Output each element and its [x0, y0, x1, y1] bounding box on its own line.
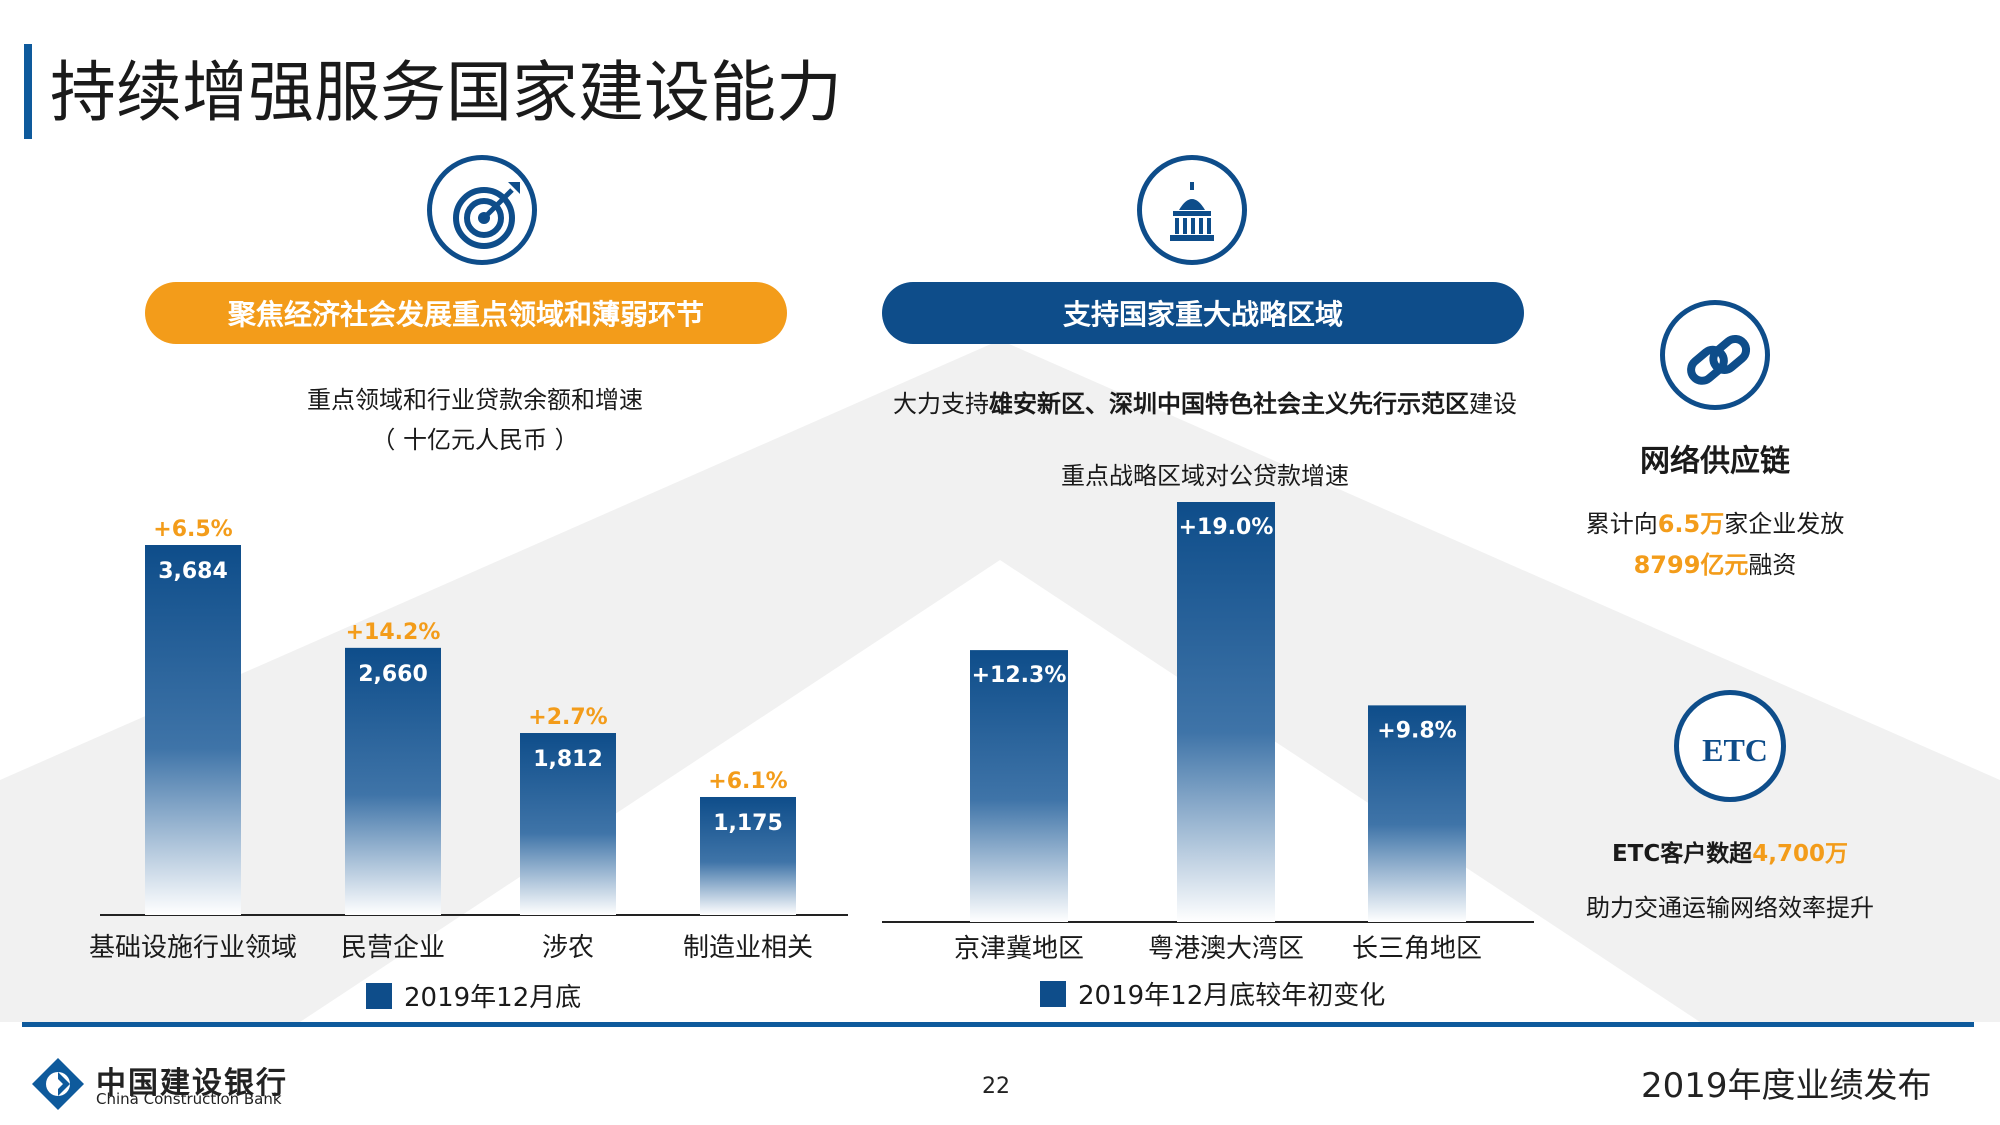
bar — [700, 796, 796, 915]
middle-chart-title: 重点战略区域对公贷款增速 — [1061, 462, 1349, 490]
growth-label: +6.1% — [708, 769, 787, 794]
left-chart-unit: （ 十亿元人民币 ） — [371, 426, 579, 454]
bar — [345, 647, 441, 915]
left-legend-label: 2019年12月底 — [404, 983, 582, 1013]
bar-value-label: 1,175 — [713, 811, 783, 836]
middle-legend: 2019年12月底较年初变化 — [1040, 975, 1385, 1012]
page-title: 持续增强服务国家建设能力 — [50, 54, 842, 131]
category-label: 基础设施行业领域 — [89, 933, 297, 963]
svg-text:ETC: ETC — [1702, 732, 1768, 768]
supply-chain-line1: 累计向6.5万家企业发放 — [1585, 510, 1845, 538]
category-label: 长三角地区 — [1352, 934, 1482, 964]
growth-label: +14.2% — [346, 620, 441, 645]
etc-efficiency-text: 助力交通运输网络效率提升 — [1586, 894, 1874, 922]
bar-value-label: 2,660 — [358, 662, 428, 687]
legend-swatch — [366, 982, 392, 1009]
category-label: 民营企业 — [341, 933, 445, 963]
title-accent-bar — [24, 44, 32, 139]
target-icon — [427, 155, 537, 265]
middle-support-text: 大力支持雄安新区、深圳中国特色社会主义先行示范区建设 — [893, 390, 1517, 418]
page-number: 22 — [982, 1074, 1010, 1099]
growth-label: +2.7% — [528, 705, 607, 730]
bar-value-label: +12.3% — [972, 663, 1067, 688]
legend-swatch — [1040, 980, 1066, 1007]
footer-report-title: 2019年度业绩发布 — [1641, 1066, 1932, 1106]
supply-chain-heading: 网络供应链 — [1640, 444, 1790, 479]
logo-chinese-name: 中国建设银行 — [96, 1066, 288, 1101]
middle-pill-heading: 支持国家重大战略区域 — [882, 282, 1524, 344]
bar-value-label: +9.8% — [1377, 718, 1456, 743]
left-chart-subtitle: 重点领域和行业贷款余额和增速 — [307, 386, 643, 414]
left-pill-heading: 聚焦经济社会发展重点领域和薄弱环节 — [145, 282, 787, 344]
bar — [520, 733, 616, 915]
capitol-building-icon — [1137, 155, 1247, 265]
bar — [1368, 705, 1466, 922]
etc-customers-text: ETC客户数超4,700万 — [1611, 841, 1849, 867]
footer-divider — [22, 1022, 1974, 1027]
middle-legend-label: 2019年12月底较年初变化 — [1078, 981, 1386, 1011]
bar-value-label: 3,684 — [158, 559, 228, 584]
category-label: 粤港澳大湾区 — [1148, 934, 1304, 964]
left-legend: 2019年12月底 — [366, 977, 581, 1014]
bar-value-label: +19.0% — [1179, 515, 1274, 540]
category-label: 京津冀地区 — [954, 934, 1084, 964]
bar — [970, 650, 1068, 922]
bar-value-label: 1,812 — [533, 747, 603, 772]
category-label: 涉农 — [542, 933, 594, 963]
logo-english-name: China Construction Bank — [96, 1090, 282, 1108]
ccb-logo-icon — [32, 1058, 84, 1110]
supply-chain-line2: 8799亿元融资 — [1633, 551, 1797, 579]
bar — [1177, 502, 1275, 922]
etc-icon: ETC — [1674, 690, 1786, 802]
chain-link-icon — [1660, 300, 1770, 410]
bar — [145, 545, 241, 915]
category-label: 制造业相关 — [683, 933, 813, 963]
growth-label: +6.5% — [153, 517, 232, 542]
